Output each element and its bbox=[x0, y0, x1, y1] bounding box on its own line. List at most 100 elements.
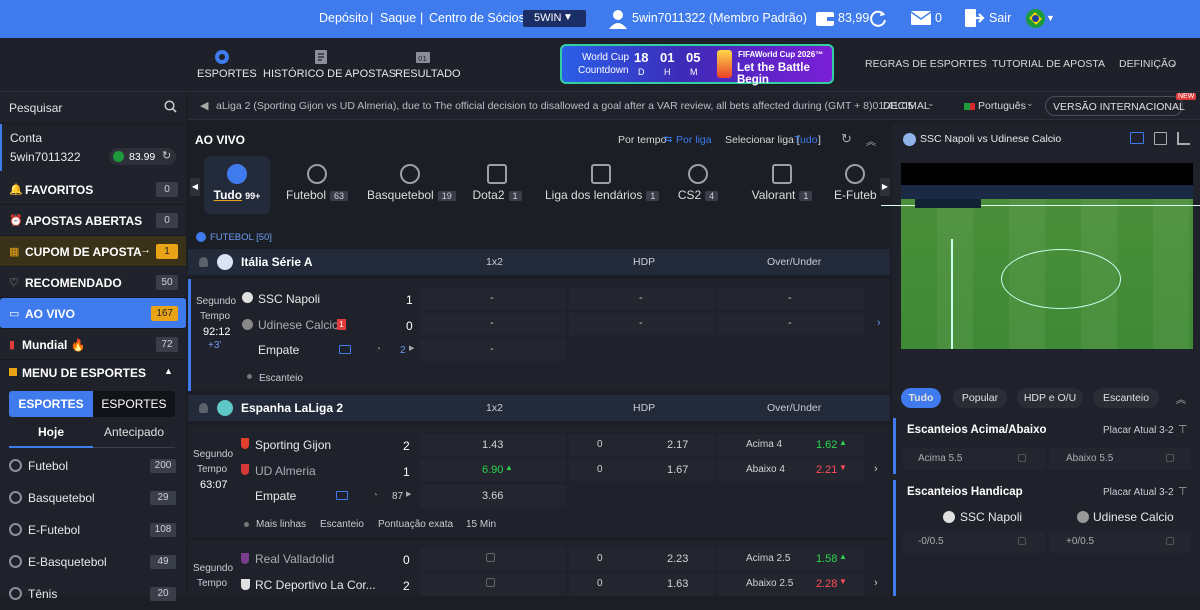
sport-row-basketball[interactable]: Basquetebol 29 bbox=[0, 482, 186, 514]
video-icon[interactable] bbox=[1130, 132, 1144, 144]
15min-link[interactable]: 15 Min bbox=[466, 519, 497, 530]
live-stream-icon[interactable] bbox=[336, 491, 348, 500]
more-lines-link[interactable]: Mais linhas bbox=[256, 519, 307, 530]
chevron-right-icon[interactable]: › bbox=[874, 577, 878, 589]
category-lol[interactable]: Liga dos lendários 1 bbox=[545, 156, 660, 202]
odds-cell[interactable]: 1.43 bbox=[420, 434, 566, 456]
nav-history[interactable]: HISTÓRICO DE APOSTAS bbox=[263, 38, 396, 92]
odds-cell[interactable]: 0 1.63 bbox=[569, 573, 715, 595]
more-markets-count[interactable]: 2 bbox=[400, 345, 406, 356]
withdraw-link[interactable]: Saque bbox=[380, 11, 417, 25]
nav-sports[interactable]: ESPORTES bbox=[197, 38, 257, 92]
category-valorant[interactable]: Valorant 1 bbox=[751, 156, 813, 202]
deposit-link[interactable]: Depósito bbox=[319, 11, 369, 25]
category-basketball[interactable]: Basquetebol 19 bbox=[367, 156, 456, 202]
members-center-link[interactable]: Centro de Sócios bbox=[429, 11, 525, 25]
sidebar-item-bet-slip[interactable]: ▦ CUPOM DE APOSTA → 1 bbox=[0, 236, 186, 267]
more-markets-count[interactable]: 87 bbox=[392, 491, 404, 502]
odds-cell[interactable]: 0 2.23 bbox=[569, 548, 715, 570]
chevron-right-icon[interactable]: › bbox=[877, 317, 881, 329]
odds-cell[interactable]: - bbox=[420, 288, 566, 310]
odds-cell[interactable]: 0 2.17 bbox=[569, 434, 715, 456]
odds-cell[interactable]: Acima 4 1.62 ▲ bbox=[718, 434, 864, 456]
sport-row-tennis[interactable]: Tênis 20 bbox=[0, 578, 186, 610]
odds-cell[interactable]: - bbox=[569, 313, 715, 335]
odds-cell[interactable]: - bbox=[569, 288, 715, 310]
sidebar-item-favorites[interactable]: 🔔 FAVORITOS 0 bbox=[0, 174, 186, 205]
sport-row-ebasketball[interactable]: E-Basquetebol 49 bbox=[0, 546, 186, 578]
stream-match-select[interactable]: SSC Napoli vs Udinese Calcio bbox=[920, 133, 1062, 145]
corner-link[interactable]: Escanteio bbox=[320, 519, 364, 530]
tab-sports-1[interactable]: ESPORTES bbox=[9, 391, 93, 417]
logout-icon[interactable] bbox=[964, 8, 986, 28]
chevron-right-icon[interactable]: › bbox=[874, 463, 878, 475]
bell-icon[interactable]: ◔ bbox=[375, 344, 382, 355]
mail-icon[interactable] bbox=[911, 11, 931, 25]
odds-cell[interactable]: +0/0.5 bbox=[1049, 531, 1191, 553]
league-header-laliga2[interactable]: Espanha LaLiga 2 1x2 HDP Over/Under bbox=[188, 395, 890, 421]
odds-cell[interactable]: Abaixo 4 2.21 ▼ bbox=[718, 459, 864, 481]
scroll-right-icon[interactable]: ▶ bbox=[880, 178, 890, 196]
scoreboard-icon[interactable] bbox=[1154, 132, 1167, 145]
language-select[interactable]: Português bbox=[978, 100, 1026, 112]
nav-result[interactable]: 01 RESULTADO bbox=[395, 38, 461, 92]
category-all[interactable]: Tudo 99+ bbox=[204, 156, 270, 214]
stats-icon[interactable] bbox=[1177, 132, 1190, 145]
odds-cell[interactable]: - bbox=[718, 288, 864, 310]
refresh-icon[interactable]: ↻ bbox=[162, 150, 172, 162]
odds-cell[interactable]: Abaixo 5.5 bbox=[1049, 448, 1191, 470]
odds-cell[interactable]: - bbox=[420, 313, 566, 335]
odds-cell[interactable]: - bbox=[420, 339, 566, 361]
category-football[interactable]: Futebol 63 bbox=[286, 156, 349, 202]
market-tab-all[interactable]: Tudo bbox=[901, 388, 941, 408]
league-header-serie-a[interactable]: Itália Série A 1x2 HDP Over/Under bbox=[188, 249, 890, 275]
tab-today[interactable]: Hoje bbox=[9, 425, 93, 448]
logout-link[interactable]: Sair bbox=[989, 11, 1012, 25]
pin-icon[interactable]: ⊤ bbox=[1178, 486, 1188, 498]
chevron-down-icon[interactable]: ▼ bbox=[1046, 13, 1055, 23]
odds-cell[interactable]: 0 1.67 bbox=[569, 459, 715, 481]
refresh-icon[interactable] bbox=[869, 9, 887, 27]
category-efootball[interactable]: E-Futebo bbox=[834, 156, 876, 202]
odds-cell[interactable]: 3.66 bbox=[420, 485, 566, 507]
search-box[interactable]: Pesquisar bbox=[0, 92, 186, 124]
sports-menu-header[interactable]: MENU DE ESPORTES ▲ bbox=[0, 360, 186, 387]
tab-sports-2[interactable]: ESPORTES bbox=[93, 391, 175, 417]
odds-cell[interactable]: Abaixo 2.5 2.28 ▼ bbox=[718, 573, 864, 595]
odds-cell[interactable]: Acima 5.5 bbox=[903, 448, 1045, 470]
live-video[interactable] bbox=[881, 163, 1200, 349]
exact-score-link[interactable]: Pontuação exata bbox=[378, 519, 454, 530]
brazil-flag-icon[interactable] bbox=[1026, 9, 1045, 28]
odds-cell[interactable]: -0/0.5 bbox=[903, 531, 1045, 553]
select-league-all[interactable]: Tudo bbox=[794, 134, 818, 146]
search-icon[interactable] bbox=[164, 100, 177, 113]
sidebar-item-open-bets[interactable]: ⏰ APOSTAS ABERTAS 0 bbox=[0, 205, 186, 236]
odds-format-select[interactable]: DECIMAL bbox=[883, 100, 930, 112]
settings-menu[interactable]: DEFINIÇÃO bbox=[1119, 58, 1177, 70]
odds-cell[interactable]: 6.90 ▲ bbox=[420, 459, 566, 481]
sidebar-item-mundial[interactable]: ▮ Mundial 🔥 72 bbox=[0, 329, 186, 360]
odds-cell[interactable] bbox=[420, 573, 566, 595]
bell-icon[interactable] bbox=[199, 257, 208, 267]
sidebar-item-recommended[interactable]: ♡ RECOMENDADO 50 bbox=[0, 267, 186, 298]
refresh-icon[interactable]: ↻ bbox=[841, 131, 852, 146]
sort-by-league[interactable]: Por liga bbox=[676, 134, 712, 146]
collapse-icon[interactable]: ︽ bbox=[866, 137, 876, 148]
collapse-icon[interactable]: ︽ bbox=[1176, 395, 1186, 406]
sidebar-item-live[interactable]: ▭ AO VIVO 167 bbox=[0, 298, 186, 329]
category-cs2[interactable]: CS2 4 bbox=[677, 156, 719, 202]
sport-row-efootball[interactable]: E-Futebol 108 bbox=[0, 514, 186, 546]
version-button[interactable]: VERSÃO INTERNACIONAL bbox=[1045, 96, 1185, 116]
sport-row-football[interactable]: Futebol 200 bbox=[0, 450, 186, 482]
bell-icon[interactable] bbox=[199, 403, 208, 413]
username[interactable]: 5win7011322 (Membro Padrão) bbox=[632, 11, 807, 25]
chevron-down-icon[interactable]: ⌄ bbox=[1170, 58, 1178, 68]
currency-select[interactable]: 5WIN ▼ bbox=[523, 10, 586, 27]
sort-by-time[interactable]: Por tempo bbox=[618, 134, 667, 146]
scroll-left-icon[interactable]: ◀ bbox=[190, 178, 200, 196]
bet-tutorial-link[interactable]: TUTORIAL DE APOSTA bbox=[992, 58, 1105, 70]
pin-icon[interactable]: ⊤ bbox=[1178, 424, 1188, 436]
world-cup-countdown-banner[interactable]: World Cup Countdown 18 D 01 H 05 M FIFAW… bbox=[560, 44, 834, 86]
odds-cell[interactable]: - bbox=[718, 313, 864, 335]
market-tab-hdp-ou[interactable]: HDP e O/U bbox=[1017, 388, 1083, 408]
